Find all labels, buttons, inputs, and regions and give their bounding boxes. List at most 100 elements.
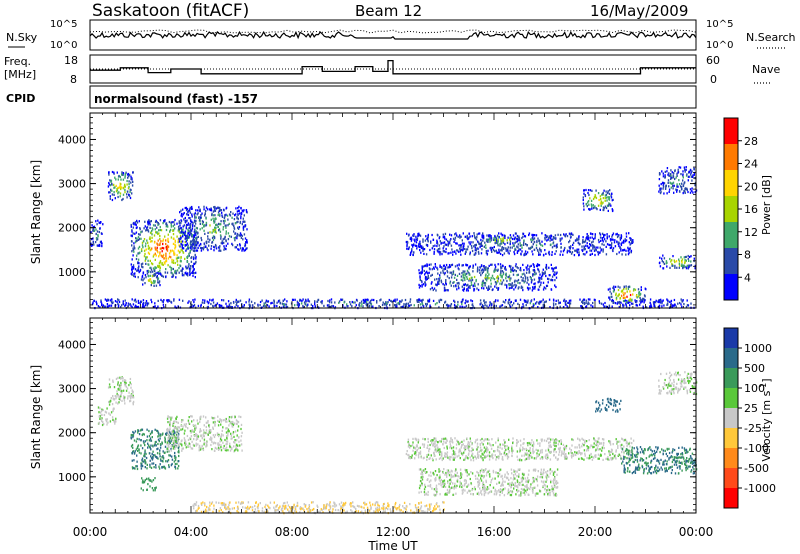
echo-cell	[281, 504, 284, 507]
echo-cell	[578, 236, 580, 239]
echo-cell	[621, 289, 624, 292]
echo-cell	[470, 281, 473, 284]
echo-cell	[213, 249, 215, 252]
echo-cell	[444, 232, 447, 235]
echo-cell	[133, 245, 135, 248]
echo-cell	[181, 444, 183, 447]
echo-cell	[360, 304, 362, 307]
echo-cell	[525, 266, 527, 269]
echo-cell	[197, 231, 199, 234]
echo-cell	[599, 202, 602, 205]
echo-cell	[598, 241, 600, 244]
echo-cell	[459, 250, 461, 253]
echo-cell	[663, 182, 666, 185]
echo-cell	[130, 304, 132, 307]
echo-cell	[111, 193, 114, 196]
echo-cell	[218, 447, 221, 450]
echo-cell	[471, 249, 474, 253]
echo-cell	[439, 265, 441, 268]
echo-cell	[161, 441, 163, 444]
echo-cell	[131, 298, 133, 301]
echo-cell	[480, 241, 483, 244]
echo-cell	[181, 244, 183, 247]
echo-cell	[548, 274, 550, 277]
echo-cell	[263, 510, 265, 513]
echo-cell	[512, 269, 514, 272]
echo-cell	[147, 483, 149, 486]
echo-cell	[533, 286, 536, 289]
echo-cell	[382, 301, 384, 304]
echo-cell	[128, 384, 130, 387]
echo-cell	[220, 237, 222, 240]
echo-cell	[554, 237, 556, 240]
echo-cell	[618, 241, 620, 244]
echo-cell	[643, 301, 645, 304]
echo-cell	[413, 251, 415, 254]
echo-cell	[376, 300, 378, 303]
echo-cell	[211, 231, 213, 234]
echo-cell	[361, 506, 363, 509]
echo-cell	[144, 245, 147, 248]
echo-cell	[617, 301, 619, 304]
echo-cell	[513, 302, 515, 305]
echo-cell	[174, 239, 176, 242]
echo-cell	[552, 238, 554, 241]
echo-cell	[244, 244, 247, 247]
echo-cell	[480, 264, 483, 267]
echo-cell	[338, 300, 341, 303]
echo-cell	[142, 306, 144, 309]
echo-cell	[187, 213, 190, 216]
echo-cell	[676, 174, 678, 177]
echo-cell	[431, 233, 433, 237]
echo-cell	[614, 285, 617, 288]
echo-cell	[669, 173, 672, 176]
echo-cell	[484, 281, 486, 285]
echo-cell	[463, 247, 466, 250]
echo-cell	[138, 245, 141, 248]
echo-cell	[550, 237, 552, 240]
echo-cell	[209, 231, 211, 234]
echo-cell	[101, 417, 103, 420]
echo-cell	[688, 175, 690, 178]
echo-cell	[139, 233, 141, 236]
echo-cell	[139, 269, 141, 273]
echo-cell	[487, 275, 489, 278]
echo-cell	[458, 272, 461, 275]
echo-cell	[98, 422, 100, 425]
echo-cell	[632, 289, 635, 292]
echo-cell	[426, 244, 429, 247]
echo-cell	[93, 229, 96, 232]
echo-cell	[519, 239, 521, 242]
echo-cell	[225, 232, 227, 235]
echo-cell	[427, 272, 429, 275]
echo-cell	[509, 283, 511, 286]
echo-cell	[238, 234, 240, 237]
echo-cell	[587, 246, 590, 249]
echo-cell	[694, 264, 696, 267]
echo-cell	[141, 249, 143, 253]
echo-cell	[174, 305, 176, 308]
echo-cell	[173, 237, 175, 240]
echo-cell	[527, 299, 529, 302]
echo-cell	[212, 210, 215, 213]
echo-cell	[468, 267, 470, 270]
echo-cell	[419, 244, 422, 247]
echo-cell	[307, 298, 309, 301]
echo-cell	[373, 298, 375, 302]
echo-cell	[422, 249, 424, 252]
echo-cell	[157, 251, 159, 254]
echo-cell	[579, 298, 581, 301]
echo-cell	[218, 501, 220, 504]
echo-cell	[150, 262, 153, 265]
echo-cell	[119, 398, 121, 401]
echo-cell	[611, 305, 613, 308]
echo-cell	[218, 304, 220, 307]
echo-cell	[462, 289, 465, 292]
echo-cell	[680, 256, 682, 259]
echo-cell	[586, 250, 588, 253]
echo-cell	[212, 235, 215, 238]
echo-cell	[625, 285, 627, 288]
echo-cell	[116, 390, 118, 393]
echo-cell	[169, 265, 171, 268]
echo-cell	[685, 259, 687, 262]
